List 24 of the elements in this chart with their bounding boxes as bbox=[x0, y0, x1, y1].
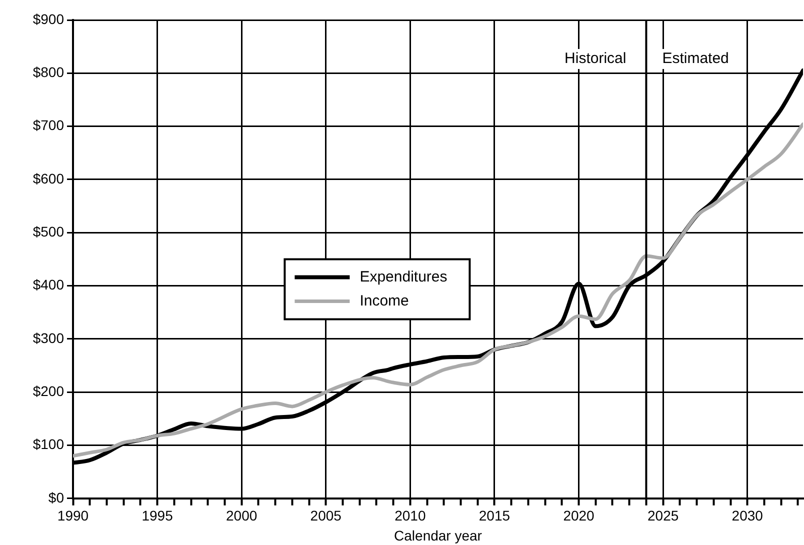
annotation: Historical bbox=[564, 50, 626, 68]
x-tick-label: 1995 bbox=[142, 508, 174, 524]
x-axis-title: Calendar year bbox=[394, 527, 482, 544]
y-tick-label: $200 bbox=[32, 382, 64, 399]
y-tick-label: $800 bbox=[32, 64, 64, 80]
x-tick-label: 2020 bbox=[563, 508, 595, 524]
y-tick-label: $400 bbox=[32, 276, 64, 293]
y-tick-label: $100 bbox=[32, 436, 64, 452]
annotation: Estimated bbox=[662, 50, 729, 68]
legend-label: Expenditures bbox=[360, 268, 448, 286]
x-tick-label: 2000 bbox=[226, 508, 258, 524]
y-tick-label: $500 bbox=[32, 223, 64, 240]
y-tick-label: $900 bbox=[32, 10, 64, 27]
x-tick-label: 2015 bbox=[478, 508, 510, 524]
legend-label: Income bbox=[360, 292, 409, 310]
y-tick-label: $300 bbox=[32, 330, 64, 346]
y-tick-label: $0 bbox=[48, 489, 64, 506]
x-tick-label: 2030 bbox=[732, 508, 764, 524]
y-tick-label: $600 bbox=[32, 170, 64, 186]
x-tick-label: 1990 bbox=[57, 508, 89, 524]
y-tick-label: $700 bbox=[32, 117, 64, 134]
x-tick-label: 2025 bbox=[647, 508, 679, 524]
x-tick-label: 2005 bbox=[310, 508, 342, 524]
x-tick-label: 2010 bbox=[394, 508, 426, 524]
